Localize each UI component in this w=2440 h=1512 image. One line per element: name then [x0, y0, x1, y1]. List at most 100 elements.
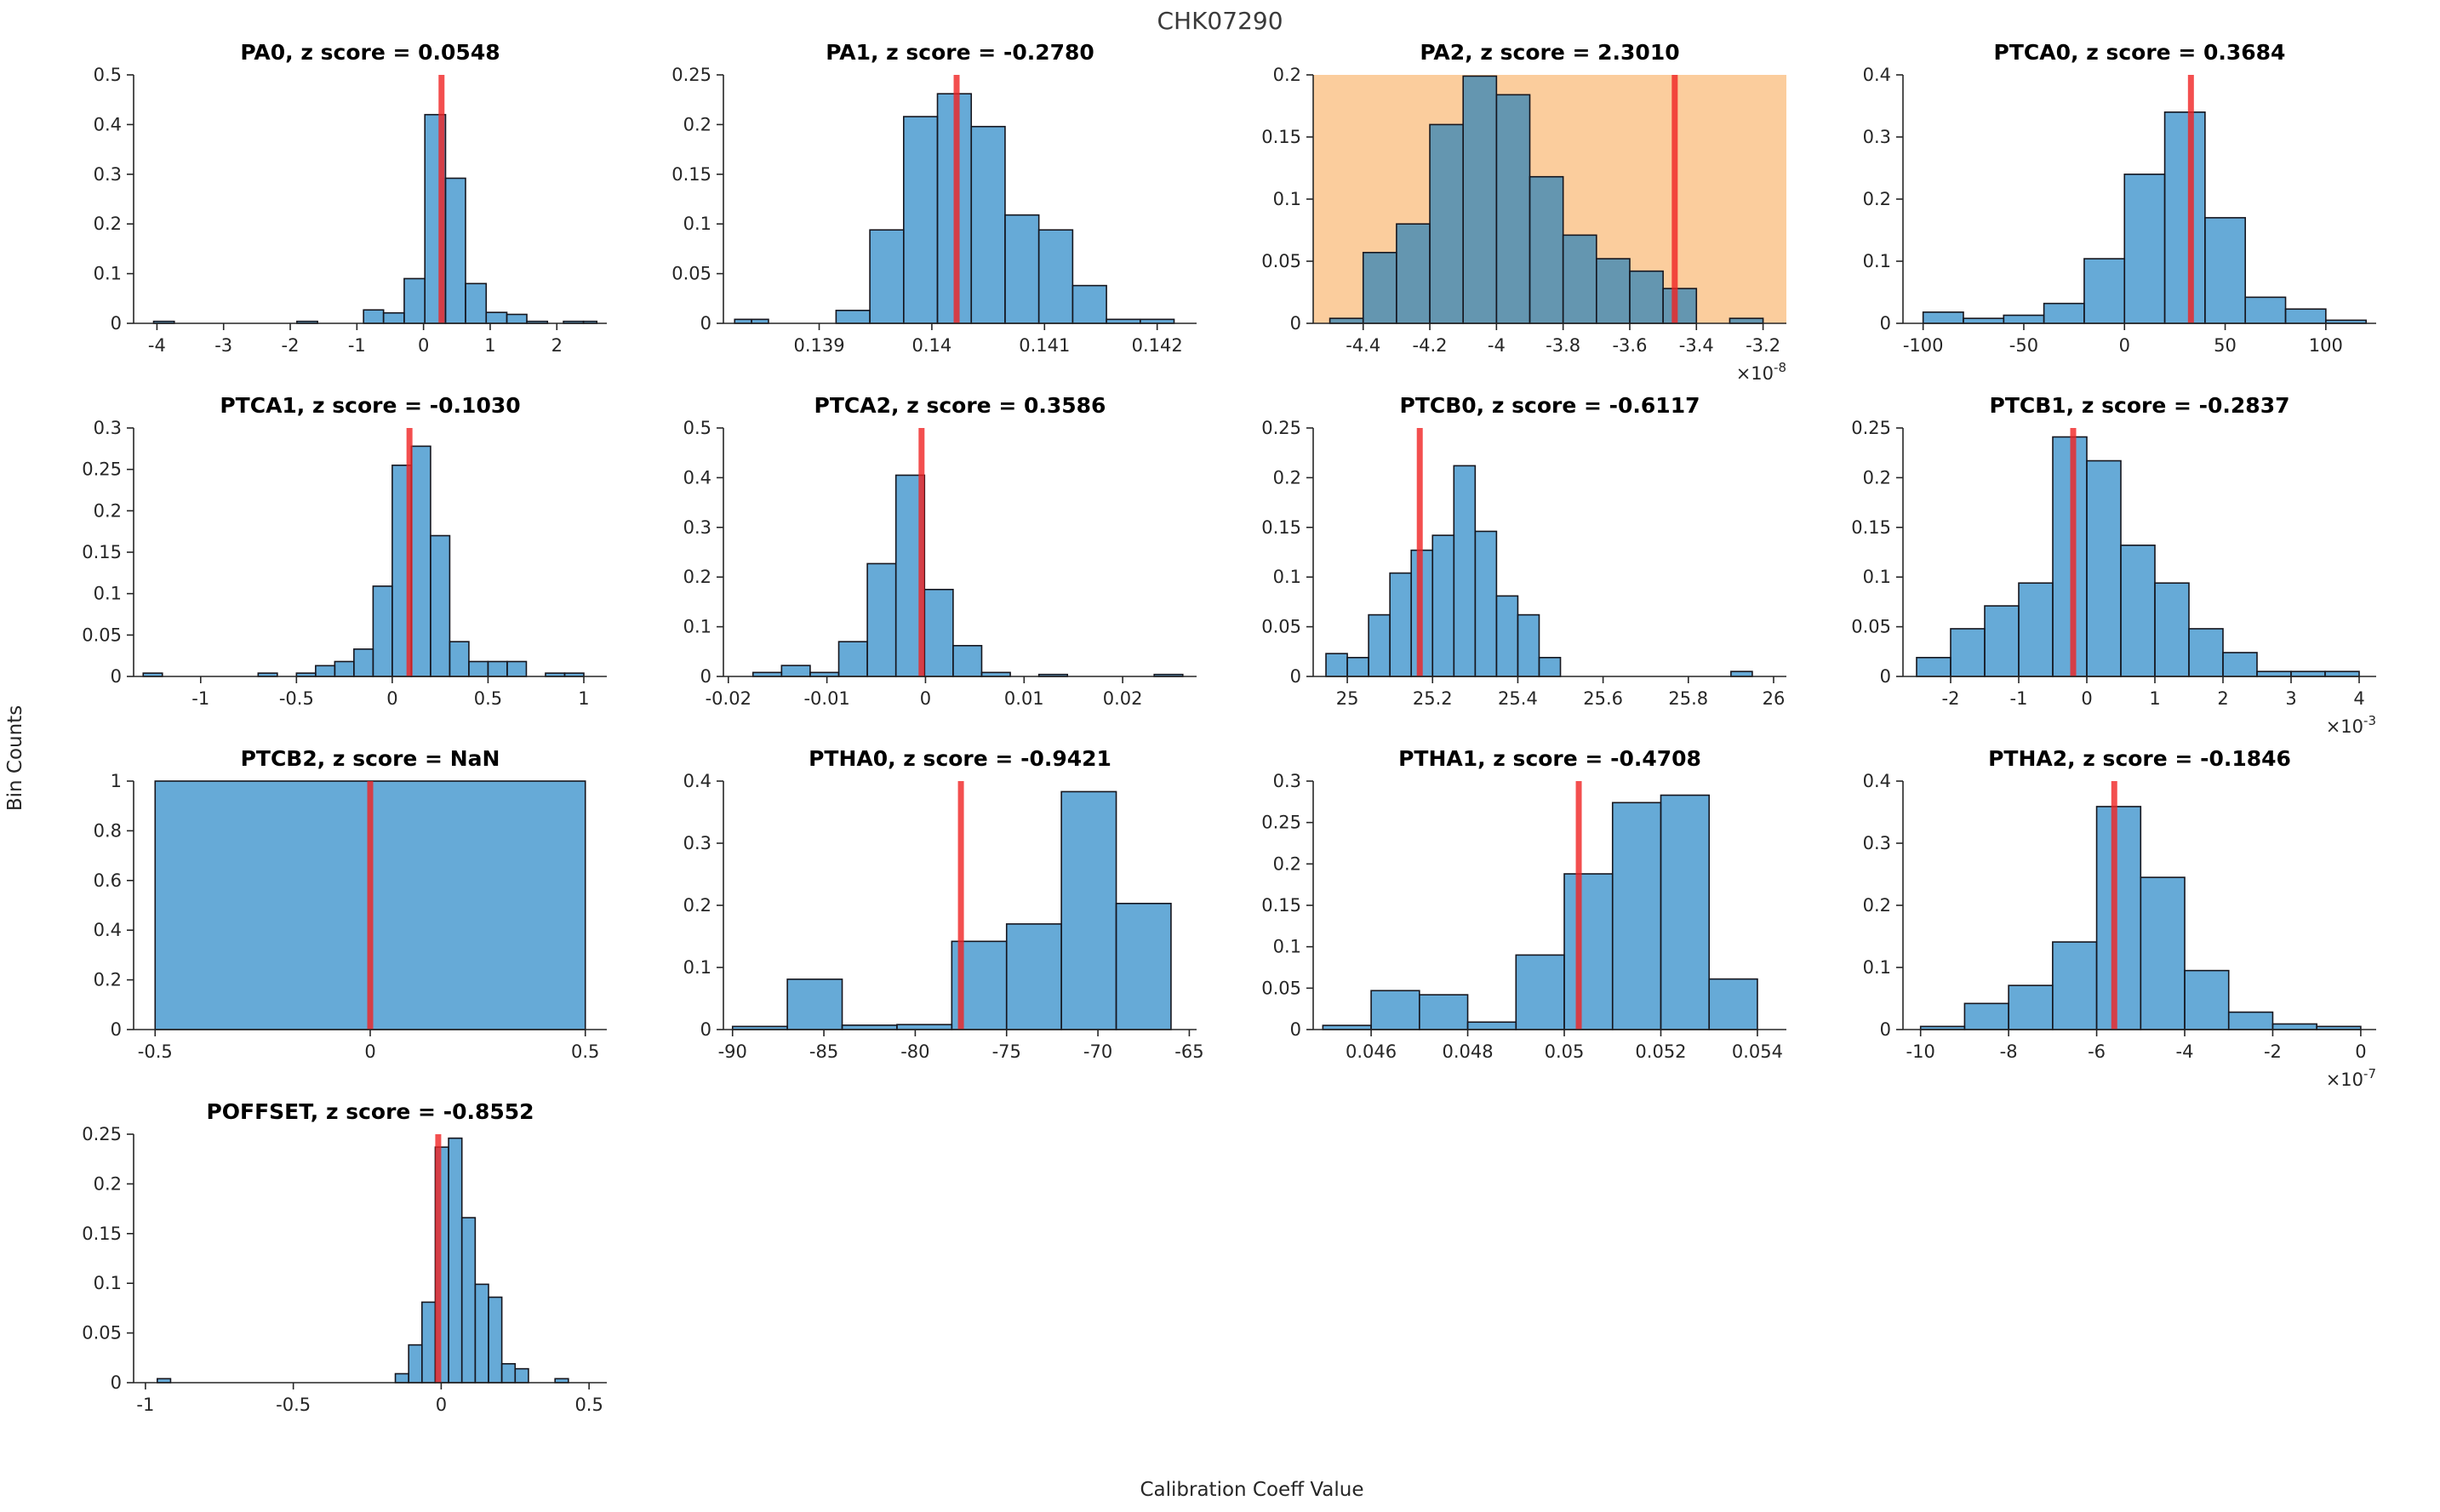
- x-axis-label: Calibration Coeff Value: [1140, 1479, 1364, 1501]
- histogram-bar: [2043, 302, 2085, 324]
- histogram-bar: [1515, 954, 1565, 1030]
- y-tick-label: 0: [111, 313, 122, 334]
- histogram-bar: [334, 660, 355, 677]
- y-tick-label: 0.3: [1273, 773, 1301, 791]
- y-tick-label: 0.2: [1863, 189, 1891, 209]
- x-axis-exponent: ×10-8: [1736, 360, 1786, 384]
- x-tick-label: -10: [1906, 1041, 1935, 1062]
- subplot-PTHA2: PTHA2, z score = -0.1846 -10 -8 -6 -4 -2 0 0 0.1…: [1842, 745, 2431, 1098]
- histogram-bar: [1325, 653, 1348, 677]
- subplot-axes-PTCA2: -0.02 -0.01 0 0.01 0.02 0 0.1 0.2 0.3 0.4 0.5: [683, 418, 1197, 709]
- x-tick-label: 0: [2355, 1041, 2366, 1062]
- x-tick-label: -70: [1083, 1041, 1112, 1062]
- histogram-bar: [923, 589, 954, 677]
- subplot-title-PTCB0: PTCB0, z score = -0.6117: [1399, 393, 1700, 418]
- histogram-bar: [2052, 941, 2098, 1030]
- x-tick-label: 0: [920, 688, 931, 709]
- subplot-title-PTCA1: PTCA1, z score = -0.1030: [220, 393, 521, 418]
- histogram-bar: [1729, 317, 1764, 324]
- histogram-bar: [506, 660, 528, 677]
- y-tick-label: 0.3: [94, 419, 122, 438]
- histogram-bar: [315, 665, 336, 677]
- x-tick-label: 25.4: [1498, 688, 1538, 709]
- x-tick-label: -3.2: [1746, 335, 1780, 356]
- x-tick-label: 0.142: [1132, 335, 1183, 356]
- histogram-bar: [837, 641, 868, 677]
- x-tick-label: -1: [2010, 688, 2028, 709]
- subplot-PTCB1: PTCB1, z score = -0.2837 -2 -1 0 1 2 3 4 0 0.05 0.…: [1842, 392, 2431, 745]
- subplot-axes-PTCB0: 25 25.2 25.4 25.6 25.8 26 0 0.05 0.1 0.15 0.2 0.25: [1261, 418, 1786, 709]
- y-tick-label: 0.2: [1273, 66, 1301, 85]
- y-tick-label: 0: [1290, 1019, 1301, 1040]
- x-tick-label: -4: [1488, 335, 1506, 356]
- x-tick-label: 0: [386, 688, 397, 709]
- x-tick-label: -80: [900, 1041, 929, 1062]
- y-tick-label: 0.2: [1863, 467, 1891, 488]
- subplot-PTHA1: PTHA1, z score = -0.4708 0.046 0.048 0.05 0.…: [1252, 745, 1842, 1098]
- y-tick-label: 0: [111, 666, 122, 687]
- x-tick-label: -1: [191, 688, 209, 709]
- histogram-bar: [2290, 670, 2326, 677]
- histogram-bar: [1517, 613, 1540, 677]
- x-tick-label: 0.05: [1545, 1041, 1585, 1062]
- histogram-bar: [485, 311, 508, 324]
- y-tick-label: 0.15: [1261, 127, 1301, 147]
- histogram-bar: [468, 660, 489, 677]
- histogram-bar: [465, 282, 488, 324]
- y-tick-label: 0.05: [1261, 617, 1301, 637]
- x-tick-label: -2: [2264, 1041, 2282, 1062]
- histogram-bar: [1562, 234, 1597, 324]
- subplot-PTHA0: PTHA0, z score = -0.9421 -90 -85 -80 -75 -70-…: [662, 745, 1252, 1098]
- histogram-bar: [394, 1372, 409, 1384]
- histogram-bar: [372, 585, 393, 677]
- x-tick-label: 0.052: [1635, 1041, 1686, 1062]
- subplot-axes-PTCB2: -0.5 0 0.5 0 0.2 0.4 0.6 0.8 1: [94, 771, 607, 1062]
- y-tick-label: 0.3: [683, 517, 711, 538]
- subplot-axes-PA2: -4.4 -4.2 -4 -3.8 -3.6 -3.4 -3.2 0 0.05 0.1 0.15 0.…: [1261, 65, 1786, 384]
- subplot-axes-PTCB1: -2 -1 0 1 2 3 4 0 0.05 0.1 0.15 0.2 0.25 ×10-3: [1851, 418, 2376, 737]
- y-tick-label: 0.05: [1261, 251, 1301, 271]
- y-tick-label: 0.4: [683, 467, 711, 488]
- histogram-bar: [1730, 670, 1753, 677]
- y-tick-label: 0: [1880, 1019, 1891, 1040]
- x-tick-label: -3.8: [1546, 335, 1580, 356]
- y-tick-label: 0.2: [94, 1173, 122, 1194]
- y-tick-label: 0.05: [1851, 617, 1891, 637]
- x-tick-label: 0.01: [1004, 688, 1044, 709]
- subplot-title-POFFSET: POFFSET, z score = -0.8552: [206, 1099, 534, 1124]
- histogram-bar: [1370, 990, 1420, 1030]
- histogram-bar: [444, 177, 466, 324]
- histogram-bar: [403, 277, 426, 324]
- x-tick-label: 0.141: [1019, 335, 1070, 356]
- subplot-title-PTCB2: PTCB2, z score = NaN: [240, 746, 500, 771]
- y-tick-label: 0.15: [1851, 517, 1891, 538]
- x-tick-label: 25.8: [1668, 688, 1708, 709]
- subplot-PTCB2: PTCB2, z score = NaN -0.5 0 0.5 0 0.2 0.4 0.6 0.…: [72, 745, 662, 1098]
- x-tick-label: -2: [282, 335, 300, 356]
- subplot-title-PTHA2: PTHA2, z score = -0.1846: [1988, 746, 2291, 771]
- x-tick-label: 1: [2149, 688, 2160, 709]
- histogram-bar: [2271, 1023, 2317, 1030]
- y-tick-label: 0.25: [1261, 813, 1301, 833]
- histogram-bar: [363, 309, 385, 324]
- y-tick-label: 0.4: [94, 920, 122, 940]
- figure-title: CHK07290: [1157, 7, 1283, 35]
- histogram-bar: [1596, 258, 1631, 324]
- y-tick-label: 0.15: [671, 164, 711, 185]
- x-tick-label: 1: [578, 688, 589, 709]
- y-tick-label: 0.25: [1851, 419, 1891, 438]
- histogram-bar: [449, 641, 470, 677]
- y-tick-label: 0: [700, 666, 711, 687]
- y-tick-label: 0: [111, 1019, 122, 1040]
- subplot-axes-POFFSET: -1 -0.5 0 0.5 0 0.05 0.1 0.15 0.2 0.25: [82, 1124, 607, 1415]
- histogram-bar: [488, 1296, 503, 1384]
- histogram-bar: [1495, 595, 1519, 677]
- x-tick-label: 0: [2081, 688, 2092, 709]
- y-tick-label: 0.4: [1863, 773, 1891, 791]
- histogram-bar: [514, 1367, 529, 1384]
- histogram-bar: [2140, 876, 2186, 1030]
- histogram-bar: [460, 1217, 477, 1384]
- subplot-axes-PTCA0: -100 -50 0 50 100 0 0.1 0.2 0.3 0.4: [1863, 65, 2376, 356]
- subplot-title-PTCA0: PTCA0, z score = 0.3684: [1993, 40, 2286, 65]
- subplot-title-PTHA1: PTHA1, z score = -0.4708: [1398, 746, 1701, 771]
